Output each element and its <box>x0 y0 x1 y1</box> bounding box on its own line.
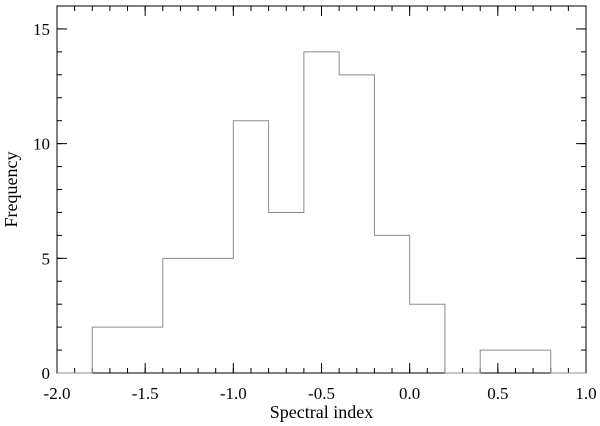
major-ticks <box>56 6 587 374</box>
x-tick-label: -1.5 <box>132 384 159 403</box>
x-tick-labels: -2.0 -1.5 -1.0 -0.5 0.0 0.5 1.0 <box>44 384 597 403</box>
x-tick-label: -0.5 <box>308 384 335 403</box>
x-tick-label: 0.0 <box>399 384 420 403</box>
minor-ticks <box>56 5 587 374</box>
x-tick-label: -1.0 <box>220 384 247 403</box>
x-tick-label: 1.0 <box>575 384 596 403</box>
plot-frame <box>56 5 587 374</box>
y-tick-label: 0 <box>42 364 51 383</box>
x-tick-label: 0.5 <box>487 384 508 403</box>
y-axis-label: Frequency <box>1 152 21 228</box>
y-tick-label: 10 <box>33 135 50 154</box>
y-tick-label: 15 <box>33 20 50 39</box>
x-tick-label: -2.0 <box>44 384 71 403</box>
y-tick-labels: 0 5 10 15 <box>33 20 50 383</box>
y-tick-label: 5 <box>42 249 51 268</box>
x-axis-label: Spectral index <box>270 402 373 422</box>
histogram-outline <box>57 51 586 374</box>
